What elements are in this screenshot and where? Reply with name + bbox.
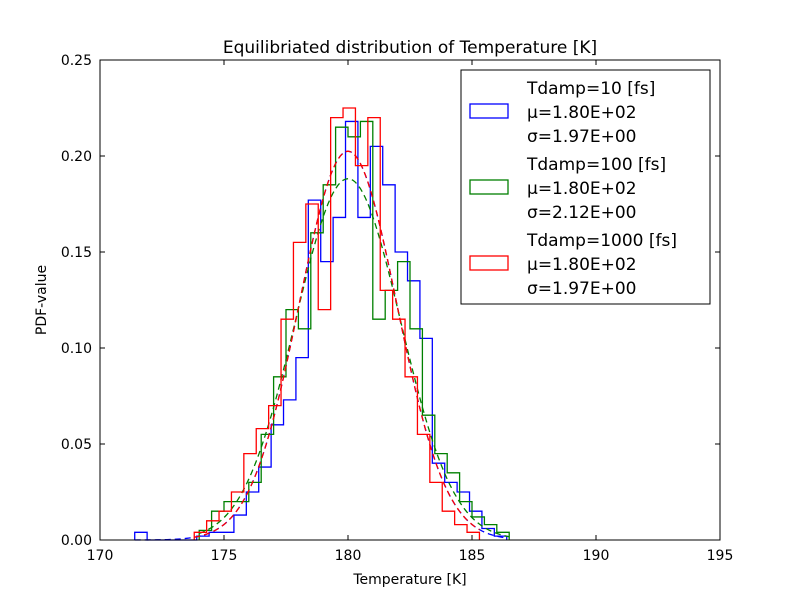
fit-curve-series-2: [198, 178, 510, 538]
fit-curve-series-3: [194, 150, 480, 538]
chart-title: Equilibriated distribution of Temperatur…: [223, 38, 597, 58]
y-tick-label: 0.25: [61, 53, 92, 69]
legend-swatch: [469, 179, 509, 195]
x-tick-label: 180: [335, 548, 362, 564]
legend-label: Tdamp=1000 [fs]: [526, 231, 677, 251]
histogram-series-1: [134, 120, 508, 541]
y-tick-label: 0.20: [61, 149, 92, 165]
y-tick-label: 0.05: [61, 437, 92, 453]
series-3: [193, 107, 481, 540]
axes-frame: [99, 59, 721, 541]
legend-mu: μ=1.80E+02: [527, 255, 637, 275]
histogram-series-3: [193, 107, 481, 540]
legend-box: [460, 69, 711, 305]
legend-swatch: [469, 255, 509, 271]
legend-label: Tdamp=100 [fs]: [526, 155, 666, 175]
legend-swatch: [469, 103, 509, 119]
x-tick-label: 195: [707, 548, 734, 564]
x-tick-label: 190: [583, 548, 610, 564]
y-tick-label: 0.15: [61, 245, 92, 261]
legend: Tdamp=10 [fs]μ=1.80E+02σ=1.97E+00Tdamp=1…: [460, 69, 711, 305]
y-tick-label: 0.00: [61, 533, 92, 549]
x-tick-label: 175: [211, 548, 238, 564]
plot-area: [134, 107, 510, 541]
legend-mu: μ=1.80E+02: [527, 179, 637, 199]
legend-label: Tdamp=10 [fs]: [526, 79, 655, 99]
x-tick-label: 185: [459, 548, 486, 564]
legend-entry-1: Tdamp=10 [fs] μ=1.80E+02 σ=1.97E+00: [469, 79, 655, 147]
legend-entry-3: Tdamp=1000 [fs] μ=1.80E+02 σ=1.97E+00: [469, 231, 677, 299]
legend-mu: μ=1.80E+02: [527, 103, 637, 123]
legend-sigma: σ=2.12E+00: [527, 203, 637, 223]
legend-entry-2: Tdamp=100 [fs] μ=1.80E+02 σ=2.12E+00: [469, 155, 666, 223]
legend-sigma: σ=1.97E+00: [527, 127, 637, 147]
legend-sigma: σ=1.97E+00: [527, 279, 637, 299]
x-tick-label: 170: [87, 548, 114, 564]
y-tick-label: 0.10: [61, 341, 92, 357]
x-axis-label: Temperature [K]: [352, 572, 466, 588]
y-axis-label: PDF-value: [34, 265, 50, 335]
axes: 170 175 180 185 190 195 0.00 0.05 0.10 0.15 0.20 0.…: [61, 53, 734, 564]
